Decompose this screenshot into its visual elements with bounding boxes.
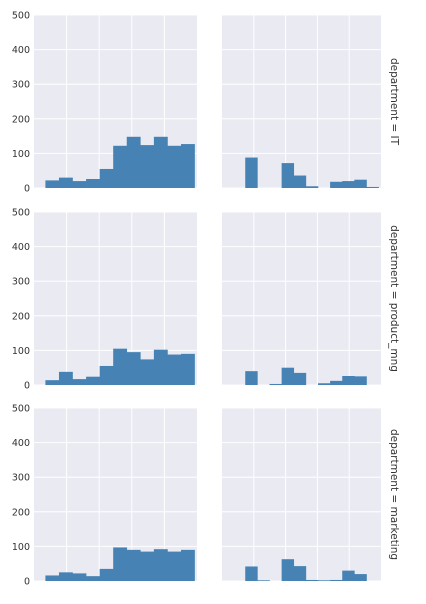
- histogram-bar: [86, 376, 100, 385]
- histogram-bar: [99, 568, 114, 581]
- y-tick-label: 300: [12, 277, 30, 288]
- histogram-bar: [153, 349, 168, 385]
- histogram-bar: [293, 175, 307, 188]
- histogram-bar: [126, 549, 141, 581]
- histogram-bar: [181, 353, 195, 385]
- histogram-bar: [342, 376, 355, 385]
- histogram-bar: [140, 551, 155, 581]
- histogram-bar: [293, 566, 307, 581]
- histogram-bar: [342, 181, 355, 188]
- y-tick-label: 400: [12, 45, 30, 56]
- histogram-bar: [140, 359, 155, 385]
- histogram-bar: [58, 572, 73, 581]
- histogram-bar: [99, 365, 114, 385]
- y-tick-label: 100: [12, 149, 30, 160]
- histogram-bar: [113, 145, 128, 188]
- histogram-bar: [45, 180, 60, 188]
- histogram-bar: [140, 145, 155, 188]
- histogram-bar: [153, 136, 168, 188]
- histogram-bar: [281, 163, 295, 188]
- histogram-bar: [72, 379, 87, 385]
- histogram-bar: [354, 574, 367, 581]
- histogram-bar: [86, 576, 100, 581]
- histogram-bar: [72, 573, 87, 581]
- histogram-bar: [181, 144, 195, 188]
- row-facet-label: department = marketing: [388, 429, 400, 560]
- y-tick-label: 100: [12, 346, 30, 357]
- histogram-bar: [153, 549, 168, 581]
- histogram-bar: [167, 551, 182, 581]
- histogram-bar: [305, 579, 319, 581]
- y-tick-label: 500: [12, 11, 30, 22]
- panel-background: [222, 408, 381, 581]
- histogram-bar: [305, 186, 319, 188]
- y-tick-label: 0: [24, 184, 30, 195]
- y-tick-label: 200: [12, 311, 30, 322]
- histogram-bar: [126, 136, 141, 188]
- histogram-bar: [45, 380, 60, 385]
- histogram-bar: [181, 549, 195, 581]
- histogram-bar: [354, 179, 367, 188]
- histogram-bar: [330, 380, 343, 385]
- y-tick-label: 0: [24, 577, 30, 588]
- histogram-bar: [245, 157, 258, 188]
- histogram-bar: [58, 371, 73, 385]
- histogram-bar: [167, 145, 182, 188]
- histogram-bar: [167, 354, 182, 385]
- histogram-bar: [45, 575, 60, 581]
- histogram-bar: [245, 371, 258, 385]
- histogram-bar: [269, 383, 282, 385]
- histogram-bar: [72, 181, 87, 188]
- histogram-bar: [281, 559, 295, 581]
- histogram-bar: [281, 367, 295, 385]
- histogram-bar: [318, 580, 331, 581]
- y-tick-label: 500: [12, 404, 30, 415]
- y-tick-label: 400: [12, 242, 30, 253]
- histogram-bar: [342, 570, 355, 581]
- histogram-bar: [86, 179, 100, 188]
- histogram-bar: [113, 547, 128, 581]
- histogram-bar: [330, 579, 343, 581]
- y-tick-label: 500: [12, 208, 30, 219]
- histogram-bar: [126, 352, 141, 385]
- y-tick-label: 0: [24, 381, 30, 392]
- y-tick-label: 200: [12, 114, 30, 125]
- histogram-bar: [366, 186, 379, 188]
- y-tick-label: 200: [12, 507, 30, 518]
- panel-background: [222, 212, 381, 385]
- histogram-bar: [257, 580, 270, 581]
- row-facet-label: department = IT: [388, 58, 400, 146]
- histogram-bar: [245, 566, 258, 581]
- histogram-bar: [293, 372, 307, 385]
- histogram-bar: [99, 168, 114, 188]
- row-facet-label: department = product_mng: [388, 225, 400, 372]
- histogram-bar: [58, 177, 73, 188]
- histogram-bar: [318, 383, 331, 385]
- histogram-bar: [354, 376, 367, 385]
- y-tick-label: 300: [12, 80, 30, 91]
- y-tick-label: 400: [12, 438, 30, 449]
- y-tick-label: 300: [12, 473, 30, 484]
- y-tick-label: 100: [12, 542, 30, 553]
- histogram-bar: [330, 181, 343, 188]
- histogram-bar: [113, 348, 128, 385]
